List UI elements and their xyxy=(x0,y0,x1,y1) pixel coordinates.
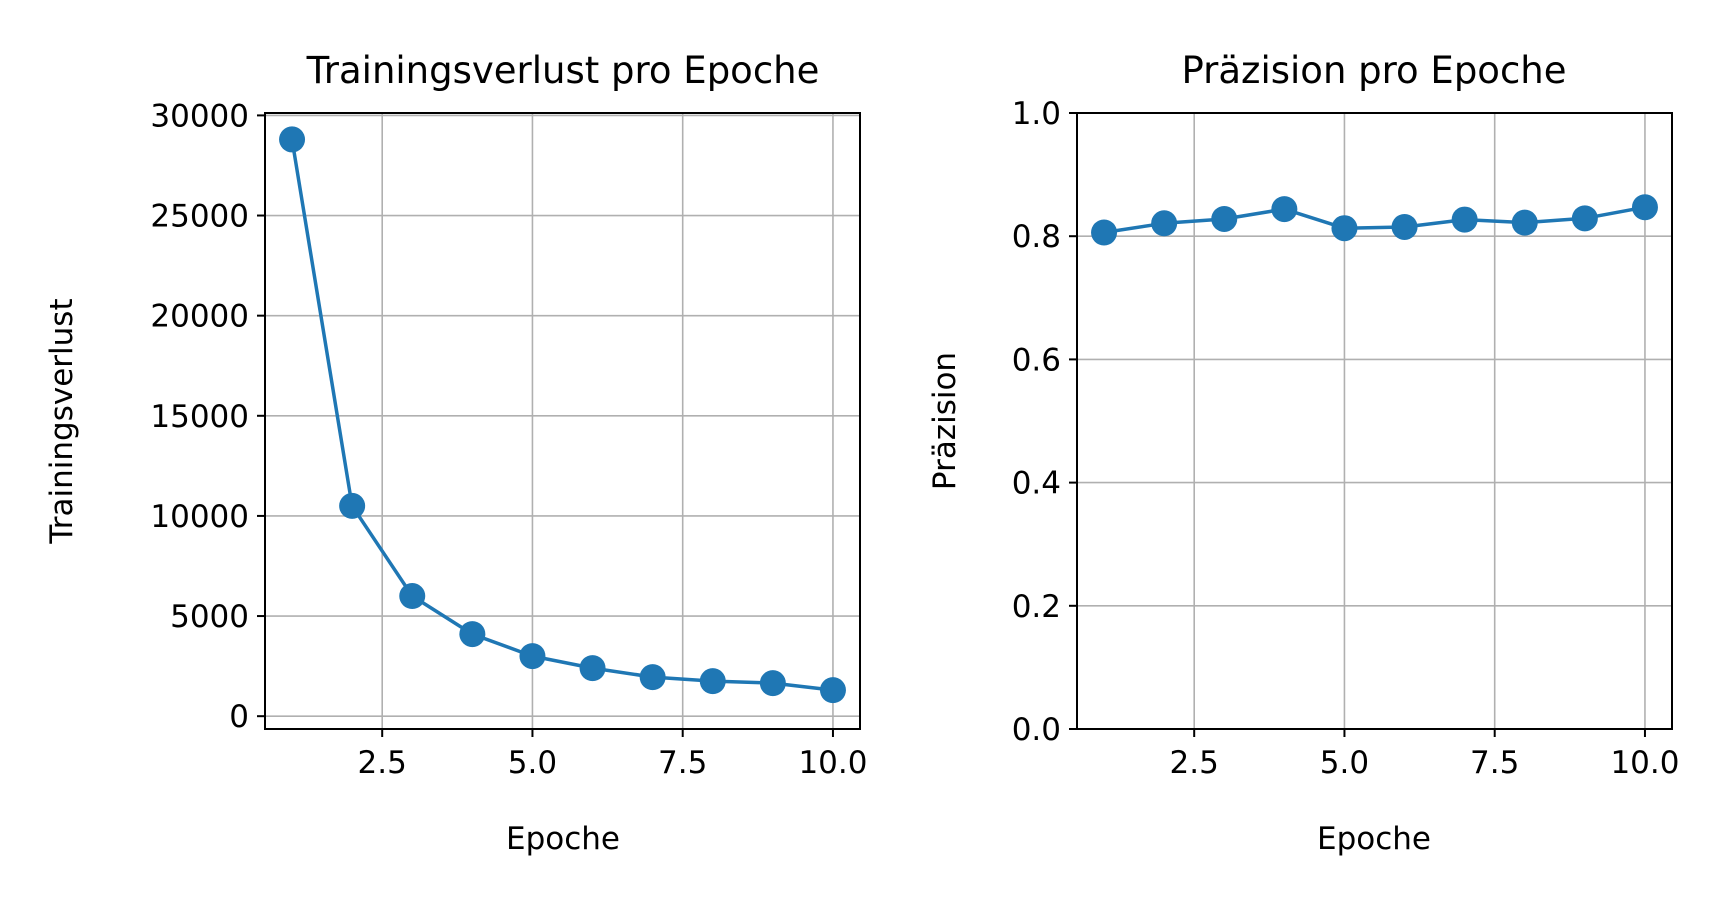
loss-chart-x-label: Epoche xyxy=(506,821,620,857)
loss-chart-data-point xyxy=(639,664,666,691)
precision-chart-series xyxy=(1091,194,1658,246)
loss-chart-y-tick-label: 5000 xyxy=(170,599,249,635)
precision-chart-y-tick-label: 0.0 xyxy=(1012,712,1061,748)
loss-chart-series-line xyxy=(290,139,834,692)
loss-chart-y-tick-label: 15000 xyxy=(150,399,249,435)
precision-chart-y-tick-label: 0.2 xyxy=(1012,589,1061,625)
precision-chart-data-point xyxy=(1631,194,1658,221)
loss-chart-y-tick-label: 25000 xyxy=(150,199,249,235)
precision-chart-x-tick-label: 2.5 xyxy=(1170,745,1219,781)
precision-chart-data-point xyxy=(1211,205,1238,232)
loss-chart-data-point xyxy=(579,655,606,682)
precision-chart-data-point xyxy=(1571,205,1598,232)
loss-chart-x-tick-label: 5.0 xyxy=(508,745,557,781)
loss-chart-x-axis: 2.5 5.0 7.5 10.0 xyxy=(358,729,867,781)
precision-chart-y-label: Präzision xyxy=(927,352,963,490)
precision-chart-y-axis: 0.0 0.2 0.4 0.6 0.8 1.0 xyxy=(1012,96,1077,748)
precision-chart-y-tick-label: 0.8 xyxy=(1012,219,1061,255)
precision-chart-data-point xyxy=(1511,209,1538,236)
precision-chart-series-line xyxy=(1103,205,1646,235)
precision-chart-title: Präzision pro Epoche xyxy=(1182,49,1567,92)
loss-chart-y-tick-label: 0 xyxy=(229,699,249,735)
loss-chart-data-point xyxy=(399,583,426,610)
precision-chart-data-point xyxy=(1151,210,1178,237)
loss-chart-grid xyxy=(265,113,860,729)
loss-chart-data-point xyxy=(519,643,546,670)
loss-chart-data-point xyxy=(759,670,786,697)
loss-chart-y-tick-label: 10000 xyxy=(150,499,249,535)
loss-chart-series xyxy=(279,126,846,704)
loss-chart-x-tick-label: 2.5 xyxy=(358,745,407,781)
precision-chart-x-axis: 2.5 5.0 7.5 10.0 xyxy=(1170,729,1679,781)
loss-chart-frame xyxy=(264,112,861,730)
loss-chart-title: Trainingsverlust pro Epoche xyxy=(306,49,820,92)
precision-chart-y-tick-label: 0.4 xyxy=(1012,466,1061,502)
precision-chart-y-tick-label: 1.0 xyxy=(1012,96,1061,132)
precision-chart: Präzision pro Epoche 2.5 5.0 7.5 10.0 0.00.… xyxy=(927,49,1679,857)
precision-chart-grid xyxy=(1077,112,1672,730)
loss-chart-data-point xyxy=(279,126,306,153)
loss-chart-data-point xyxy=(699,668,726,695)
precision-chart-data-point xyxy=(1331,215,1358,242)
precision-chart-frame xyxy=(1076,112,1673,730)
loss-chart-data-point xyxy=(339,492,366,519)
loss-chart-x-tick-label: 10.0 xyxy=(798,745,867,781)
precision-chart-y-tick-label: 0.6 xyxy=(1012,342,1061,378)
precision-chart-data-point xyxy=(1271,196,1298,223)
precision-chart-x-tick-label: 10.0 xyxy=(1610,745,1679,781)
loss-chart: Trainingsverlust pro Epoche 2.5 5.0 7.5 10.… xyxy=(44,49,867,857)
loss-chart-x-tick-label: 7.5 xyxy=(658,745,707,781)
precision-chart-data-point xyxy=(1091,219,1118,246)
precision-chart-data-point xyxy=(1451,206,1478,233)
loss-chart-data-point xyxy=(459,621,486,648)
loss-chart-y-tick-label: 30000 xyxy=(150,98,249,134)
precision-chart-x-label: Epoche xyxy=(1317,821,1431,857)
precision-chart-x-tick-label: 7.5 xyxy=(1470,745,1519,781)
precision-chart-x-tick-label: 5.0 xyxy=(1320,745,1369,781)
precision-chart-data-point xyxy=(1391,213,1418,240)
loss-chart-y-label: Trainingsverlust xyxy=(44,298,80,544)
loss-chart-data-point xyxy=(819,677,846,704)
loss-chart-y-axis: 0 5000 10000 15000 20000 25000 30000 xyxy=(150,98,265,735)
loss-chart-y-tick-label: 20000 xyxy=(150,299,249,335)
